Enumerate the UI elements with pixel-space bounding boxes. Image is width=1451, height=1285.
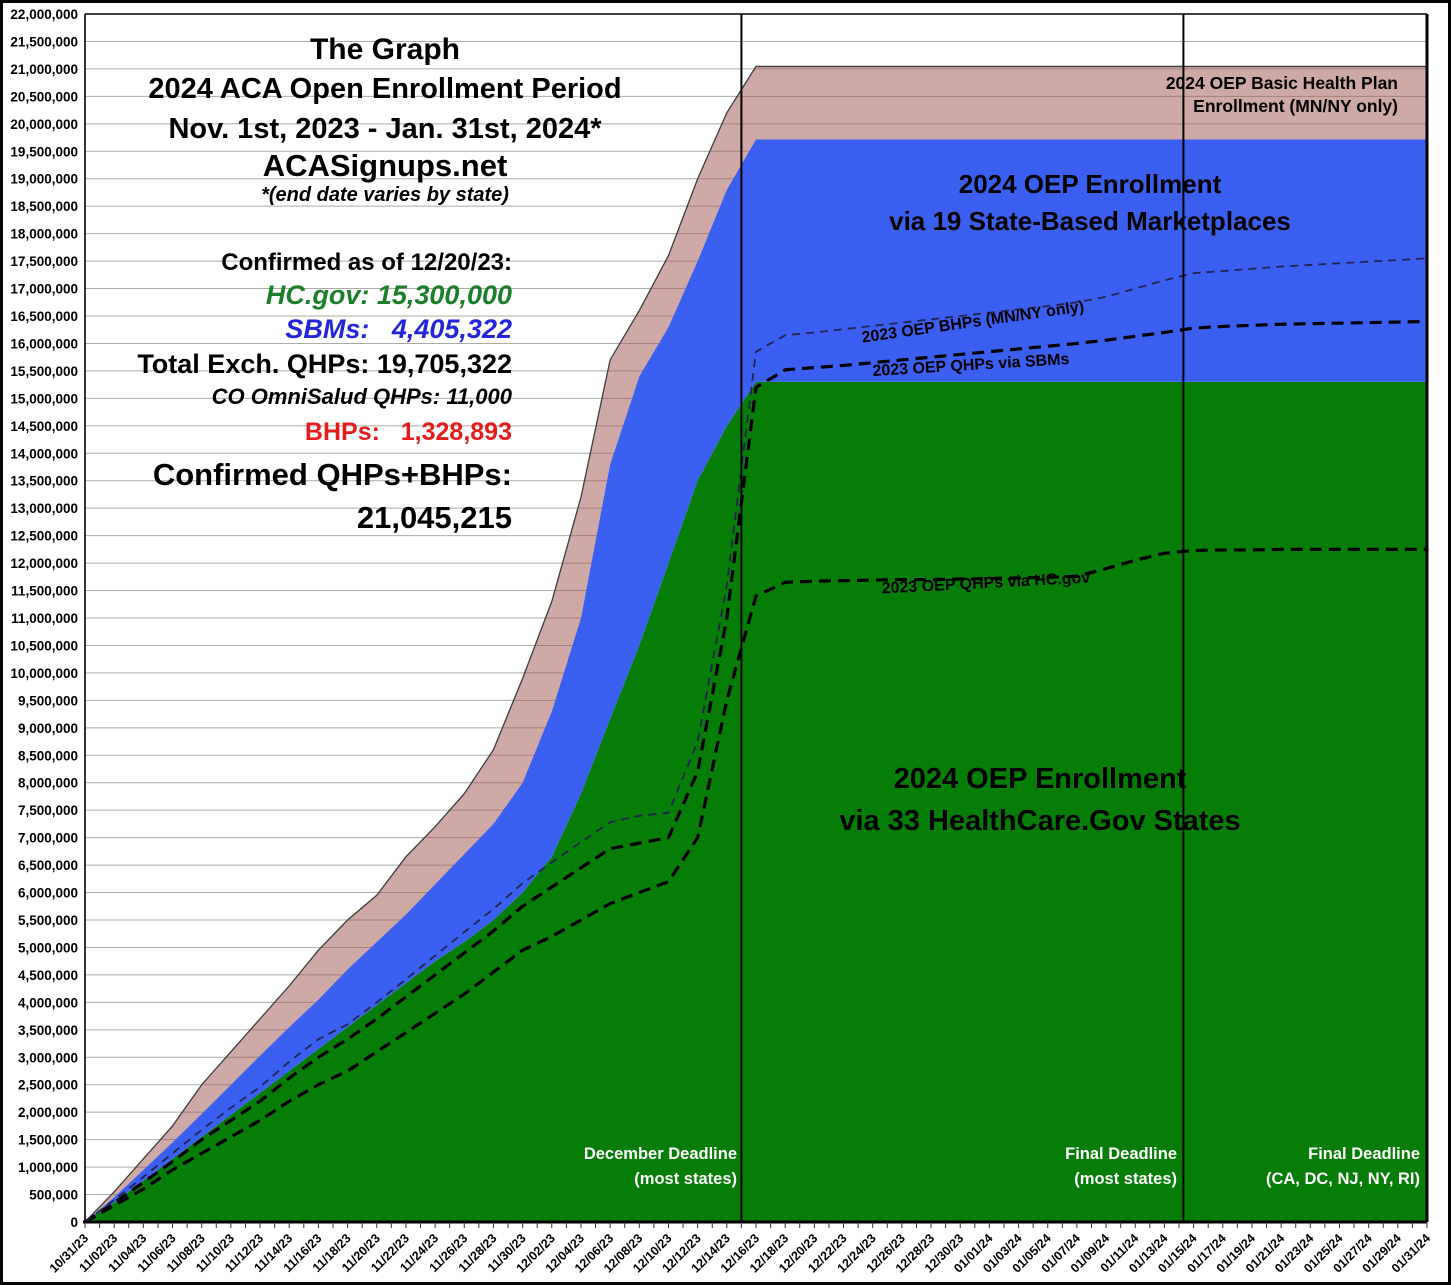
stat-sbms: SBMs: 4,405,322	[285, 314, 512, 344]
y-tick-label: 22,000,000	[10, 7, 78, 22]
y-tick-label: 5,000,000	[18, 940, 78, 955]
y-tick-label: 500,000	[29, 1188, 78, 1203]
y-tick-label: 16,500,000	[10, 309, 78, 324]
bhp-2023-dashed	[84, 257, 1428, 1223]
y-tick-label: 14,000,000	[10, 446, 78, 461]
end-date-note: *(end date varies by state)	[261, 184, 509, 206]
stat-confirmed-value: 21,045,215	[356, 500, 512, 535]
hcgov-2023-dashed	[84, 547, 1427, 1224]
y-tick-label: 12,500,000	[10, 529, 78, 544]
hcgov-2024-area	[85, 381, 1427, 1223]
hcgov-area-label: 2024 OEP Enrollment via 33 HealthCare.Go…	[839, 763, 1241, 837]
y-tick-label: 8,000,000	[18, 776, 78, 791]
y-tick-label: 7,500,000	[18, 803, 78, 818]
source-site: ACASignups.net	[262, 148, 508, 183]
stat-bhps: BHPs: 1,328,893	[304, 418, 512, 446]
stat-confirmed-label: Confirmed QHPs+BHPs:	[152, 457, 512, 492]
y-tick-label: 20,000,000	[10, 117, 78, 132]
y-tick-label: 19,500,000	[10, 144, 78, 159]
chart-subtitle-period: 2024 ACA Open Enrollment Period	[148, 73, 622, 105]
y-tick-label: 2,500,000	[18, 1078, 78, 1093]
y-tick-label: 6,500,000	[18, 858, 78, 873]
y-tick-label: 13,500,000	[10, 474, 78, 489]
y-tick-label: 1,500,000	[18, 1133, 78, 1148]
chart-title: The Graph	[309, 33, 460, 66]
y-tick-label: 3,000,000	[18, 1050, 78, 1065]
stat-hcgov: HC.gov: 15,300,000	[265, 280, 512, 310]
y-tick-label: 5,500,000	[18, 913, 78, 928]
y-tick-label: 0	[70, 1215, 78, 1230]
y-tick-label: 12,000,000	[10, 556, 78, 571]
y-tick-label: 19,000,000	[10, 172, 78, 187]
y-tick-label: 9,000,000	[18, 721, 78, 736]
y-tick-label: 6,000,000	[18, 886, 78, 901]
y-tick-label: 13,000,000	[10, 501, 78, 516]
y-tick-label: 7,000,000	[18, 831, 78, 846]
y-tick-label: 4,000,000	[18, 995, 78, 1010]
y-tick-label: 11,000,000	[11, 611, 78, 626]
bhp-area-label: 2024 OEP Basic Health Plan Enrollment (M…	[1165, 73, 1398, 116]
chart-subtitle-dates: Nov. 1st, 2023 - Jan. 31st, 2024*	[168, 113, 602, 145]
y-tick-label: 17,000,000	[10, 282, 78, 297]
y-tick-label: 10,500,000	[10, 638, 78, 653]
y-tick-label: 3,500,000	[18, 1023, 78, 1038]
title-block: The Graph 2024 ACA Open Enrollment Perio…	[70, 30, 700, 208]
y-tick-label: 8,500,000	[18, 748, 78, 763]
y-tick-label: 18,000,000	[10, 227, 78, 242]
stat-total-qhps: Total Exch. QHPs: 19,705,322	[137, 349, 512, 379]
y-tick-label: 18,500,000	[10, 199, 78, 214]
total-outline	[84, 65, 1427, 1223]
y-tick-label: 1,000,000	[18, 1160, 78, 1175]
final-deadline-most-states-label: Final Deadline (most states)	[1065, 1145, 1177, 1188]
stats-heading: Confirmed as of 12/20/23:	[221, 249, 512, 276]
y-tick-label: 11,500,000	[11, 584, 78, 599]
y-tick-label: 2,000,000	[18, 1105, 78, 1120]
y-tick-label: 17,500,000	[10, 254, 78, 269]
y-tick-label: 21,000,000	[10, 62, 78, 77]
y-tick-label: 9,500,000	[18, 693, 78, 708]
y-tick-label: 10,000,000	[10, 666, 78, 681]
y-tick-label: 15,500,000	[10, 364, 78, 379]
sbm-2023-dashed	[84, 319, 1428, 1224]
y-tick-label: 4,500,000	[18, 968, 78, 983]
final-deadline-late-states-label: Final Deadline (CA, DC, NJ, NY, RI)	[1265, 1145, 1420, 1188]
y-tick-label: 16,000,000	[10, 336, 78, 351]
december-deadline-label: December Deadline (most states)	[583, 1145, 737, 1188]
y-tick-label: 14,500,000	[10, 419, 78, 434]
y-tick-label: 21,500,000	[10, 34, 78, 49]
y-tick-label: 15,000,000	[10, 391, 78, 406]
stat-omnisalud: CO OmniSalud QHPs: 11,000	[211, 384, 512, 409]
sbm-2024-area	[85, 139, 1427, 1223]
stats-block: Confirmed as of 12/20/23: HC.gov: 15,300…	[58, 246, 512, 538]
sbm-area-label: 2024 OEP Enrollment via 19 State-Based M…	[889, 169, 1291, 236]
y-tick-label: 20,500,000	[10, 89, 78, 104]
